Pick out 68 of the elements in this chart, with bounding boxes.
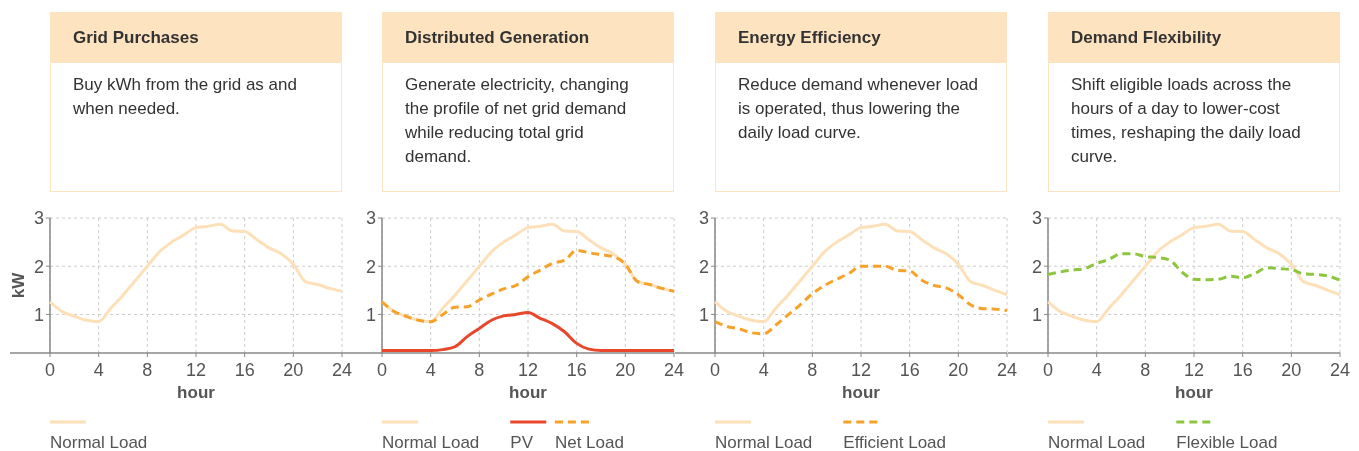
legend-label: Normal Load — [715, 433, 813, 451]
x-tick-label: 12 — [517, 360, 539, 380]
x-tick-label: 12 — [185, 360, 207, 380]
line-series — [380, 248, 676, 324]
x-tick-label: 20 — [948, 360, 969, 380]
x-tick-label: 0 — [709, 360, 721, 380]
x-axis-title: hour — [177, 383, 216, 402]
x-tick-label: 16 — [1232, 360, 1253, 380]
x-tick-label: 8 — [807, 360, 818, 380]
x-tick-label: 0 — [44, 360, 56, 380]
chart-subtitle: Shift eligible loads across the hours of a day to lower-cost times, reshaping the daily load curve. — [1070, 74, 1302, 168]
line-series — [1046, 222, 1342, 324]
x-tick-label: 8 — [142, 360, 153, 380]
x-tick-label: 24 — [1329, 360, 1351, 380]
y-tick-label: 1 — [365, 304, 376, 325]
chart-subtitle: Reduce demand whenever load is operated, thus lowering the daily load curve. — [737, 74, 980, 144]
x-tick-label: 24 — [331, 360, 353, 380]
x-tick-label: 24 — [996, 360, 1018, 380]
chart-subtitle: Buy kWh from the grid as and when needed. — [72, 74, 298, 120]
line-series — [1046, 252, 1342, 282]
y-tick-label: 3 — [698, 208, 709, 229]
x-tick-label: 4 — [1091, 360, 1102, 380]
x-tick-label: 20 — [283, 360, 304, 380]
x-tick-label: 4 — [93, 360, 104, 380]
y-tick-label: 1 — [33, 304, 44, 325]
y-tick-label: 2 — [698, 256, 709, 277]
x-tick-label: 12 — [850, 360, 872, 380]
x-tick-label: 0 — [1042, 360, 1054, 380]
legend-label: Normal Load — [382, 433, 480, 451]
y-tick-label: 2 — [1031, 256, 1042, 277]
x-axis-title: hour — [509, 383, 548, 402]
y-tick-label: 3 — [365, 208, 376, 229]
x-axis-title: hour — [1175, 383, 1214, 402]
chart-title: Distributed Generation — [383, 13, 673, 63]
legend-label: Flexible Load — [1176, 433, 1278, 451]
x-tick-label: 24 — [663, 360, 685, 380]
x-tick-label: 16 — [899, 360, 920, 380]
y-tick-label: 1 — [1031, 304, 1042, 325]
legend-label: Normal Load — [1048, 433, 1146, 451]
x-tick-label: 20 — [1281, 360, 1302, 380]
legend-label: Efficient Load — [843, 433, 947, 451]
chart-title: Grid Purchases — [51, 13, 341, 63]
y-tick-label: 2 — [33, 256, 44, 277]
x-tick-label: 8 — [474, 360, 485, 380]
line-series — [713, 222, 1009, 324]
x-tick-label: 20 — [615, 360, 636, 380]
chart-title: Energy Efficiency — [716, 13, 1006, 63]
x-tick-label: 16 — [234, 360, 255, 380]
y-axis-title: kW — [9, 271, 28, 299]
x-tick-label: 12 — [1183, 360, 1205, 380]
legend-label: Normal Load — [50, 433, 148, 451]
x-tick-label: 4 — [425, 360, 436, 380]
chart-title: Demand Flexibility — [1049, 13, 1339, 63]
x-axis-title: hour — [842, 383, 881, 402]
y-tick-label: 2 — [365, 256, 376, 277]
x-tick-label: 4 — [758, 360, 769, 380]
chart-subtitle: Generate electricity, changing the profile of net grid demand while reducing total grid demand. — [404, 74, 630, 168]
y-tick-label: 1 — [698, 304, 709, 325]
y-tick-label: 3 — [1031, 208, 1042, 229]
legend-label: PV — [510, 433, 534, 451]
line-series — [380, 311, 676, 353]
x-tick-label: 0 — [376, 360, 388, 380]
x-tick-label: 8 — [1140, 360, 1151, 380]
y-tick-label: 3 — [33, 208, 44, 229]
line-series — [713, 264, 1009, 336]
legend-label: Net Load — [554, 433, 624, 451]
line-series — [48, 222, 344, 324]
x-tick-label: 16 — [566, 360, 587, 380]
